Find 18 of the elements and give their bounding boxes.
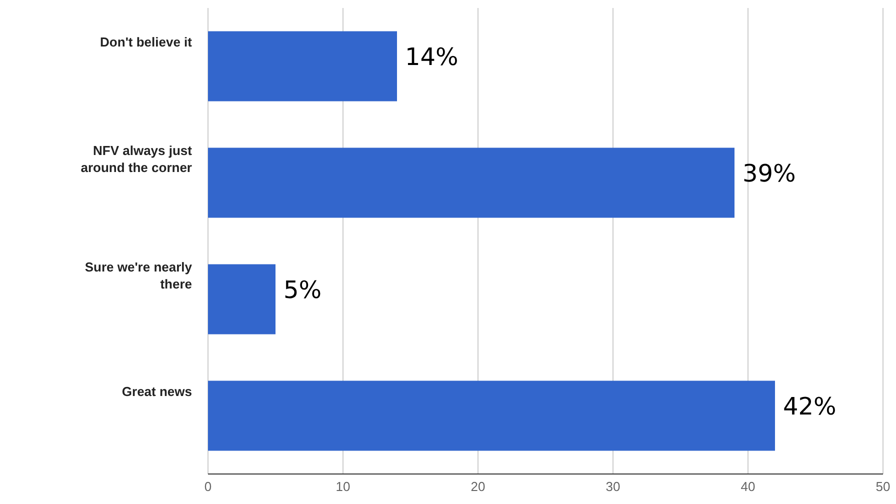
bar (208, 264, 276, 334)
bar (208, 380, 775, 451)
x-tick-label: 0 (204, 479, 212, 494)
y-tick-label: Great news (122, 384, 192, 399)
data-label: 14% (405, 42, 458, 71)
data-label: 42% (783, 392, 836, 420)
x-tick-label: 30 (606, 479, 620, 494)
y-tick-label: NFV always just around the corner (80, 142, 193, 175)
data-label: 39% (742, 159, 796, 188)
x-tick-label: 40 (740, 479, 756, 494)
data-label: 5% (284, 276, 322, 304)
x-tick-label: 50 (876, 479, 890, 494)
y-tick-label: Don't believe it (100, 34, 193, 50)
bar (208, 31, 397, 102)
y-tick-label: Sure we're nearly there (84, 259, 193, 292)
x-tick-label: 10 (336, 479, 350, 494)
x-tick-label: 20 (470, 479, 486, 494)
bar (208, 148, 734, 218)
